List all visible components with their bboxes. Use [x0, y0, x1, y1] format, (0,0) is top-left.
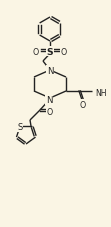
Text: N: N	[46, 96, 52, 105]
Text: O: O	[47, 107, 53, 116]
Text: S: S	[18, 123, 23, 132]
Text: N: N	[47, 67, 53, 76]
Text: S: S	[47, 47, 53, 56]
Text: O: O	[80, 100, 86, 109]
Text: O: O	[33, 47, 39, 56]
Text: NH: NH	[95, 88, 106, 97]
Text: O: O	[61, 47, 67, 56]
